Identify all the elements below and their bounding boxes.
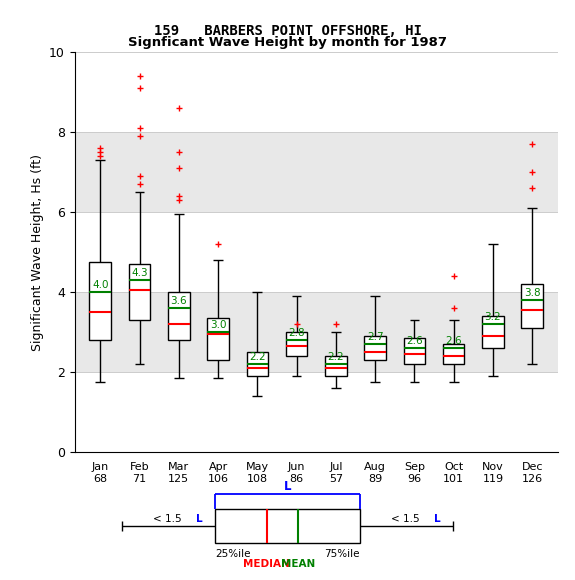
Bar — [168, 292, 190, 340]
Text: MEDIAN: MEDIAN — [243, 559, 290, 569]
Text: 2.2: 2.2 — [249, 352, 266, 362]
Text: 2.7: 2.7 — [367, 332, 384, 342]
Bar — [215, 509, 360, 543]
Bar — [247, 353, 268, 376]
Bar — [443, 345, 465, 364]
Bar — [75, 132, 558, 212]
Text: < 1.5: < 1.5 — [152, 514, 185, 524]
Text: L: L — [283, 480, 292, 492]
Bar — [207, 318, 229, 360]
Bar — [325, 356, 347, 376]
Text: 4.3: 4.3 — [131, 268, 148, 278]
Y-axis label: Significant Wave Height, Hs (ft): Significant Wave Height, Hs (ft) — [30, 154, 44, 351]
Text: 2.8: 2.8 — [288, 328, 305, 338]
Text: 25%ile: 25%ile — [215, 549, 251, 559]
Text: 3.6: 3.6 — [171, 296, 187, 306]
Text: 3.0: 3.0 — [210, 320, 227, 330]
Bar — [75, 292, 558, 372]
Bar — [90, 262, 111, 340]
Bar — [365, 336, 386, 360]
Text: Signficant Wave Height by month for 1987: Signficant Wave Height by month for 1987 — [128, 37, 447, 49]
Text: < 1.5: < 1.5 — [390, 514, 423, 524]
Text: 3.2: 3.2 — [485, 312, 501, 322]
Bar — [286, 332, 308, 356]
Text: 2.6: 2.6 — [406, 336, 423, 346]
Text: MEAN: MEAN — [281, 559, 315, 569]
Text: 159   BARBERS POINT OFFSHORE, HI: 159 BARBERS POINT OFFSHORE, HI — [154, 24, 421, 38]
Bar — [482, 316, 504, 349]
Text: 3.8: 3.8 — [524, 288, 540, 298]
Text: L: L — [434, 514, 441, 524]
Bar — [129, 264, 150, 320]
Text: 4.0: 4.0 — [92, 280, 109, 290]
Bar — [522, 284, 543, 328]
Text: L: L — [196, 514, 203, 524]
Text: 75%ile: 75%ile — [324, 549, 360, 559]
Text: 2.6: 2.6 — [446, 336, 462, 346]
Bar — [404, 338, 426, 364]
Text: 2.2: 2.2 — [328, 352, 344, 362]
